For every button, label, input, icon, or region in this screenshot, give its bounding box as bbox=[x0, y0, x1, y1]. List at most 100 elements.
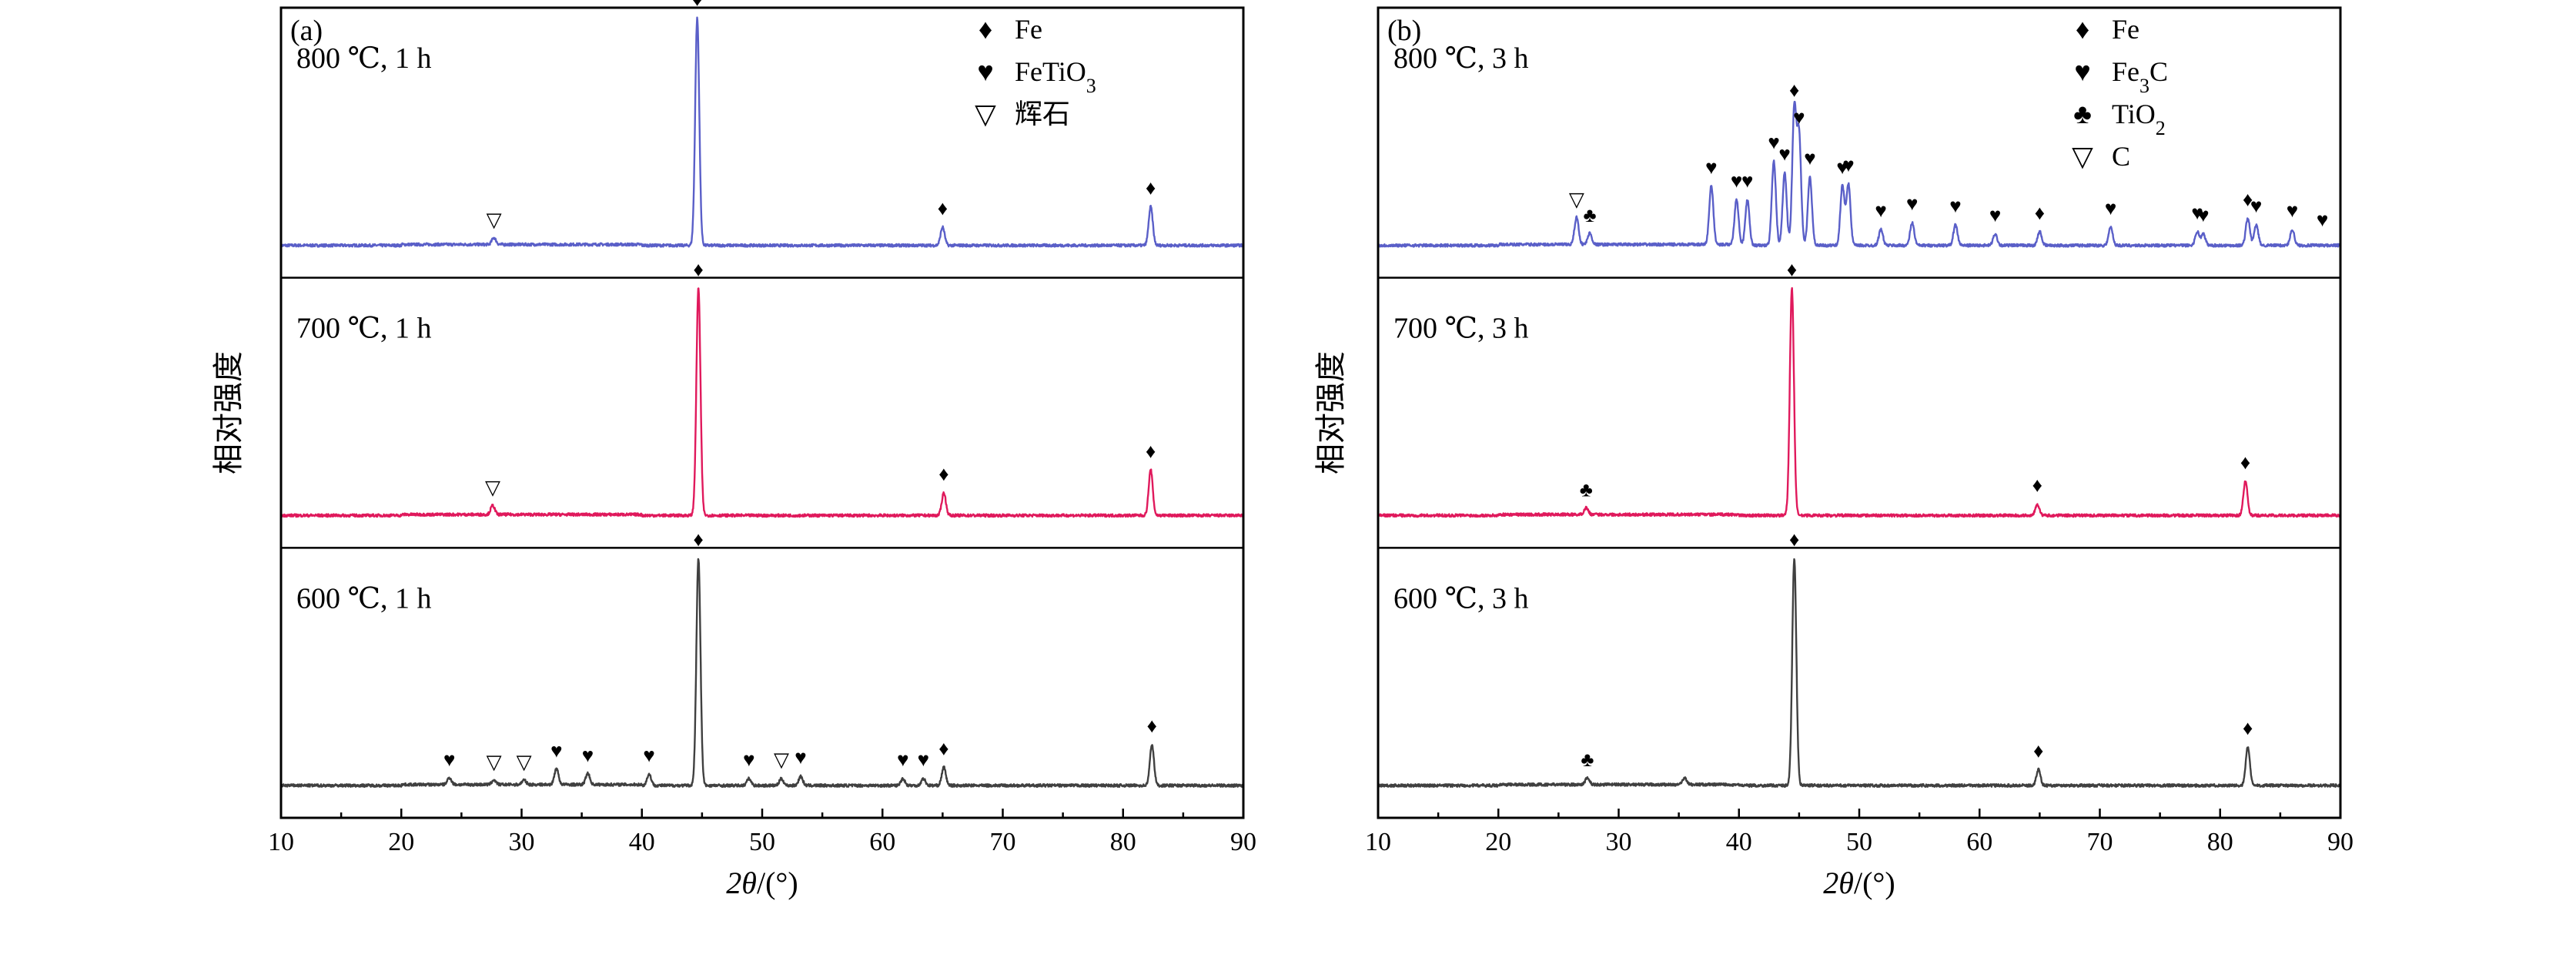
triangle-marker: ▽ bbox=[485, 477, 500, 499]
triangle-marker: ▽ bbox=[487, 751, 502, 773]
heart-marker: ♥ bbox=[1741, 170, 1753, 193]
x-tick-label: 30 bbox=[1606, 828, 1632, 856]
heart-marker: ♥ bbox=[1836, 156, 1848, 179]
heart-marker: ♥ bbox=[897, 749, 908, 771]
legend-symbol: ♦ bbox=[2076, 14, 2089, 45]
heart-marker: ♥ bbox=[2287, 199, 2298, 222]
x-tick-label: 80 bbox=[2207, 828, 2233, 856]
heart-marker: ♥ bbox=[918, 749, 929, 771]
legend-label: C bbox=[2112, 141, 2130, 172]
heart-marker: ♥ bbox=[2317, 209, 2328, 231]
fe-marker: ♦ bbox=[694, 258, 704, 280]
heart-marker: ♥ bbox=[1705, 156, 1717, 179]
series-700-1-h-a: 700 ℃, 1 h ▽ ♦ ♦ ♦ bbox=[279, 258, 1244, 518]
legend-label: Fe3C bbox=[2112, 56, 2168, 97]
heart-marker: ♥ bbox=[743, 749, 754, 771]
fe-marker: ♦ bbox=[2033, 739, 2043, 762]
legend-label: TiO2 bbox=[2112, 99, 2166, 139]
x-tick-label: 70 bbox=[2087, 828, 2113, 856]
series-800-1-h-a: 800 ℃, 1 h ▽ ♦ ♦ ♦ bbox=[279, 0, 1244, 248]
series-line bbox=[279, 287, 1244, 518]
triangle-marker: ▽ bbox=[517, 751, 532, 773]
club-marker: ♣ bbox=[1581, 749, 1594, 771]
fe-marker: ♦ bbox=[694, 528, 704, 551]
legend-symbol: ♦ bbox=[979, 14, 992, 45]
legend-label: 辉石 bbox=[1015, 99, 1070, 129]
heart-marker: ♥ bbox=[550, 739, 562, 762]
y-axis-title: 相对强度 bbox=[211, 351, 246, 474]
legend-label: Fe bbox=[1015, 14, 1042, 45]
legend-symbol: ♣ bbox=[2073, 99, 2092, 129]
x-tick-label: 60 bbox=[1966, 828, 1992, 856]
x-tick-label: 80 bbox=[1110, 828, 1136, 856]
x-tick-label: 20 bbox=[1485, 828, 1511, 856]
heart-marker: ♥ bbox=[1804, 147, 1815, 169]
fe-marker: ♦ bbox=[2243, 717, 2253, 739]
fe-marker: ♦ bbox=[692, 0, 702, 11]
fe-marker: ♦ bbox=[1789, 79, 1799, 102]
x-tick-label: 50 bbox=[1846, 828, 1872, 856]
legend-symbol: ▽ bbox=[2072, 141, 2093, 172]
fe-marker: ♦ bbox=[2032, 474, 2042, 497]
heart-marker: ♥ bbox=[2197, 204, 2209, 226]
condition-label: 600 ℃, 1 h bbox=[296, 582, 432, 615]
heart-marker: ♥ bbox=[1793, 106, 1805, 129]
fe-marker: ♦ bbox=[2243, 188, 2253, 210]
condition-label: 600 ℃, 3 h bbox=[1393, 582, 1529, 615]
fe-marker: ♦ bbox=[2240, 451, 2250, 474]
heart-marker: ♥ bbox=[1906, 193, 1918, 215]
x-tick-label: 40 bbox=[629, 828, 655, 856]
fe-marker: ♦ bbox=[1146, 440, 1156, 462]
x-tick-label: 70 bbox=[990, 828, 1016, 856]
legend-symbol: ♥ bbox=[2074, 56, 2090, 87]
club-marker: ♣ bbox=[1583, 204, 1596, 226]
x-tick-label: 30 bbox=[509, 828, 535, 856]
plot-frame bbox=[279, 6, 1245, 819]
series-line bbox=[1377, 100, 2341, 248]
series-line bbox=[279, 16, 1244, 248]
panel-label: (a) bbox=[290, 15, 323, 47]
condition-label: 700 ℃, 3 h bbox=[1393, 313, 1529, 345]
series-line bbox=[1377, 558, 2341, 788]
x-tick-label: 50 bbox=[749, 828, 775, 856]
heart-marker: ♥ bbox=[643, 744, 654, 766]
x-tick-label: 60 bbox=[869, 828, 895, 856]
fe-marker: ♦ bbox=[1146, 177, 1156, 199]
x-tick-label: 10 bbox=[268, 828, 294, 856]
fe-marker: ♦ bbox=[938, 463, 948, 485]
triangle-marker: ▽ bbox=[774, 749, 789, 771]
legend: ♦ Fe ♥ Fe3C ♣ TiO2 ▽ C bbox=[2072, 14, 2168, 172]
plot-frame bbox=[1377, 6, 2342, 819]
fe-marker: ♦ bbox=[1789, 528, 1799, 551]
heart-marker: ♥ bbox=[1842, 154, 1854, 176]
heart-marker: ♥ bbox=[2250, 195, 2262, 217]
x-tick-label: 90 bbox=[2327, 828, 2354, 856]
legend: ♦ Fe ♥ FeTiO3 ▽ 辉石 bbox=[975, 14, 1096, 129]
series-600-1-h-a: 600 ℃, 1 h ♥ ▽ ▽ ♥ ♥ ♥ ♦ ♥ ▽ ♥ ♥ ♥ ♦ ♦ bbox=[280, 528, 1244, 788]
heart-marker: ♥ bbox=[1949, 195, 1961, 217]
heart-marker: ♥ bbox=[1875, 199, 1886, 222]
panel-a: 800 ℃, 1 h ▽ ♦ ♦ ♦ 700 ℃, 1 h ▽ ♦ ♦ ♦ 600 ℃, 1 h ♥ ▽… bbox=[211, 0, 1256, 900]
legend-label: FeTiO3 bbox=[1015, 56, 1096, 97]
heart-marker: ♥ bbox=[2191, 202, 2203, 224]
triangle-marker: ▽ bbox=[1569, 188, 1584, 210]
x-tick-label: 40 bbox=[1726, 828, 1752, 856]
x-tick-label: 90 bbox=[1230, 828, 1256, 856]
heart-marker: ♥ bbox=[795, 746, 806, 769]
heart-marker: ♥ bbox=[582, 744, 594, 766]
x-tick-label: 20 bbox=[388, 828, 414, 856]
club-marker: ♣ bbox=[1580, 478, 1593, 501]
triangle-marker: ▽ bbox=[487, 209, 502, 231]
x-tick-label: 10 bbox=[1365, 828, 1391, 856]
fe-marker: ♦ bbox=[1787, 258, 1797, 280]
condition-label: 800 ℃, 1 h bbox=[296, 42, 432, 75]
series-line bbox=[1377, 286, 2341, 518]
heart-marker: ♥ bbox=[1989, 204, 2001, 226]
series-700-3-h-b: 700 ℃, 3 h ♣ ♦ ♦ ♦ bbox=[1377, 258, 2341, 518]
legend-label: Fe bbox=[2112, 14, 2139, 45]
fe-marker: ♦ bbox=[938, 197, 948, 219]
legend-symbol: ♥ bbox=[977, 56, 993, 87]
fe-marker: ♦ bbox=[938, 737, 948, 759]
series-line bbox=[280, 558, 1244, 788]
